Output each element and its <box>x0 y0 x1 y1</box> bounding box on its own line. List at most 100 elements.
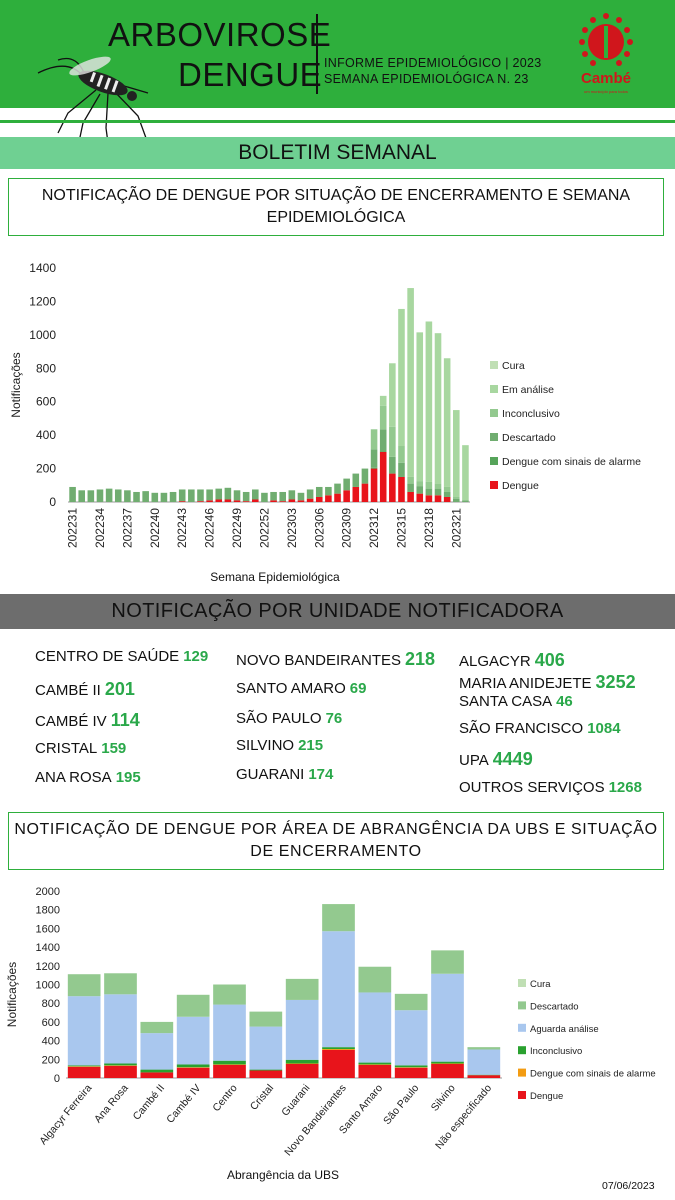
unit-item: OUTROS SERVIÇOS 1268 <box>459 779 642 796</box>
unit-item: ALGACYR 406 <box>459 650 565 671</box>
unit-item: CENTRO DE SAÚDE 129 <box>35 648 208 665</box>
unit-value: 195 <box>115 769 141 786</box>
legend-label: Descartado <box>530 1001 579 1012</box>
bar-segment <box>104 973 137 995</box>
bar-segment <box>370 429 378 450</box>
bar-segment <box>425 481 433 489</box>
x-tick-label: Novo Bandeirantes <box>282 1082 349 1158</box>
bar-segment <box>334 493 341 502</box>
bar-segment <box>67 1066 101 1078</box>
bar-segment <box>176 1064 210 1068</box>
bar-segment <box>124 490 131 502</box>
x-tick-label: 202303 <box>285 508 299 548</box>
bar-segment <box>215 488 223 500</box>
bar-segment <box>407 288 414 477</box>
bar-segment <box>306 489 314 499</box>
divider-line <box>0 120 675 123</box>
x-tick-label: 202252 <box>257 508 271 548</box>
bar-segment <box>249 1069 283 1071</box>
bar-segment <box>315 486 323 497</box>
unit-item: CAMBÉ IV 114 <box>35 710 140 731</box>
bar-segment <box>379 451 387 502</box>
unit-item: UPA 4449 <box>459 749 533 770</box>
info-line-2: SEMANA EPIDEMIOLÓGICA N. 23 <box>324 72 529 86</box>
x-tick-label: Centro <box>210 1082 240 1114</box>
unit-value: 129 <box>183 648 209 665</box>
unit-value: 69 <box>349 680 367 697</box>
unit-name: CAMBÉ II <box>35 682 101 699</box>
header: ARBOVIROSE DENGUE INFORME EPIDEMIOLÓGICO… <box>0 0 675 159</box>
bar-segment <box>176 1016 210 1065</box>
unit-name: ANA ROSA <box>35 769 112 786</box>
bar-segment <box>140 1021 174 1034</box>
bar-segment <box>67 1065 101 1067</box>
y-tick-label: 200 <box>36 462 56 476</box>
bar-segment <box>285 999 319 1060</box>
y-tick-label: 400 <box>42 1036 60 1048</box>
bar-segment <box>178 489 186 502</box>
bar-segment <box>297 492 305 501</box>
bar-segment <box>358 1062 392 1065</box>
x-tick-label: Cristal <box>248 1082 276 1113</box>
bar-segment <box>453 410 460 497</box>
y-tick-label: 600 <box>42 1017 60 1029</box>
legend-swatch <box>490 385 498 393</box>
bar-segment <box>261 492 268 502</box>
bar-segment <box>249 1011 283 1027</box>
info-line-1: INFORME EPIDEMIOLÓGICO | 2023 <box>324 56 542 70</box>
bar-segment <box>213 1004 246 1061</box>
bar-segment <box>87 490 95 502</box>
bar-segment <box>416 332 424 482</box>
bar-segment <box>285 978 319 1000</box>
bar-segment <box>160 492 168 502</box>
bar-segment <box>67 974 101 997</box>
bar-segment <box>249 1026 283 1070</box>
unit-value: 174 <box>308 766 334 783</box>
x-tick-label: 202312 <box>367 508 381 548</box>
bar-segment <box>398 308 405 447</box>
y-tick-label: 200 <box>42 1054 60 1066</box>
unit-name: GUARANI <box>236 766 305 783</box>
x-tick-label: São Paulo <box>381 1082 421 1127</box>
bar-segment <box>352 486 360 502</box>
bar-segment <box>398 446 405 463</box>
legend-label: Dengue com sinais de alarme <box>502 456 641 468</box>
bar-segment <box>325 486 332 496</box>
bar-segment <box>434 333 442 484</box>
legend-swatch <box>490 409 498 417</box>
logo-text: Cambé <box>580 70 632 87</box>
bar-segment <box>416 493 424 502</box>
x-tick-label: 202231 <box>66 508 80 548</box>
bar-segment <box>398 476 405 502</box>
unit-name: SÃO FRANCISCO <box>459 720 584 737</box>
y-tick-label: 2000 <box>36 886 60 898</box>
bar-segment <box>315 496 323 502</box>
bar-segment <box>176 994 210 1017</box>
bar-segment <box>249 1070 283 1078</box>
unit-item: SÃO PAULO 76 <box>236 710 342 727</box>
y-tick-label: 1200 <box>36 961 60 973</box>
x-tick-label: 202318 <box>422 508 436 548</box>
bar-segment <box>416 486 424 494</box>
legend-swatch <box>518 1091 526 1099</box>
bar-segment <box>306 498 314 502</box>
legend-label: Aguarda análise <box>530 1024 599 1035</box>
bar-segment <box>285 1063 319 1078</box>
x-tick-label: 202243 <box>175 508 189 548</box>
unit-name: SÃO PAULO <box>236 710 322 727</box>
unit-name: CRISTAL <box>35 740 98 757</box>
bar-segment <box>197 489 204 502</box>
legend-label: Dengue <box>530 1091 563 1102</box>
bar-segment <box>206 489 213 501</box>
y-tick-label: 400 <box>36 428 56 442</box>
report-date: 07/06/2023 <box>602 1180 655 1192</box>
bar-segment <box>407 476 414 484</box>
legend-label: Dengue com sinais de alarme <box>530 1069 656 1080</box>
x-tick-label: 202246 <box>203 508 217 548</box>
legend-label: Inconclusivo <box>530 1046 582 1057</box>
unit-name: CAMBÉ IV <box>35 713 107 730</box>
x-tick-label: 202309 <box>340 508 354 548</box>
bar-segment <box>297 500 305 502</box>
unit-item: CRISTAL 159 <box>35 740 126 757</box>
unit-name: SILVINO <box>236 737 295 754</box>
